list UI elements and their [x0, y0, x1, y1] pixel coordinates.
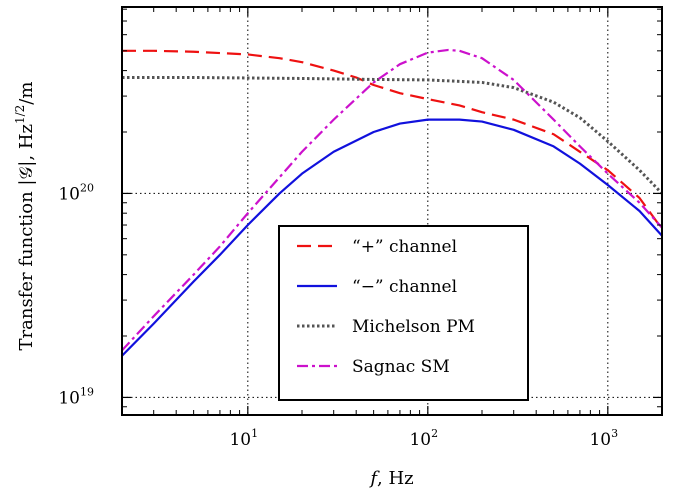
series-group — [122, 48, 662, 357]
legend-label-0: “+” channel — [352, 237, 457, 257]
y-tick-label: 1020 — [58, 181, 94, 204]
legend: “+” channel “−” channel Michelson PM Sagnac… — [278, 225, 529, 401]
x-tick-label: 102 — [409, 427, 438, 450]
legend-label-2: Michelson PM — [352, 317, 475, 337]
legend-label-1: “−” channel — [352, 277, 457, 297]
y-tick-label: 1019 — [58, 385, 94, 408]
legend-label-3: Sagnac SM — [352, 357, 450, 377]
axis-ticks: 101 102 103 1019 1020 — [58, 7, 662, 450]
series-line-3 — [122, 48, 662, 352]
plot-frame — [121, 6, 663, 416]
x-tick-label: 101 — [229, 427, 258, 450]
axis-labels: f, Hz Transfer function |𝒢|, Hz1/2/m — [13, 82, 414, 489]
series-line-2 — [122, 76, 662, 195]
y-axis-label: Transfer function |𝒢|, Hz1/2/m — [13, 82, 37, 351]
x-axis-label: f, Hz — [368, 468, 413, 489]
series-line-1 — [122, 118, 662, 357]
series-line-0 — [122, 49, 662, 230]
legend-box — [278, 225, 529, 401]
x-tick-label: 103 — [589, 427, 618, 450]
